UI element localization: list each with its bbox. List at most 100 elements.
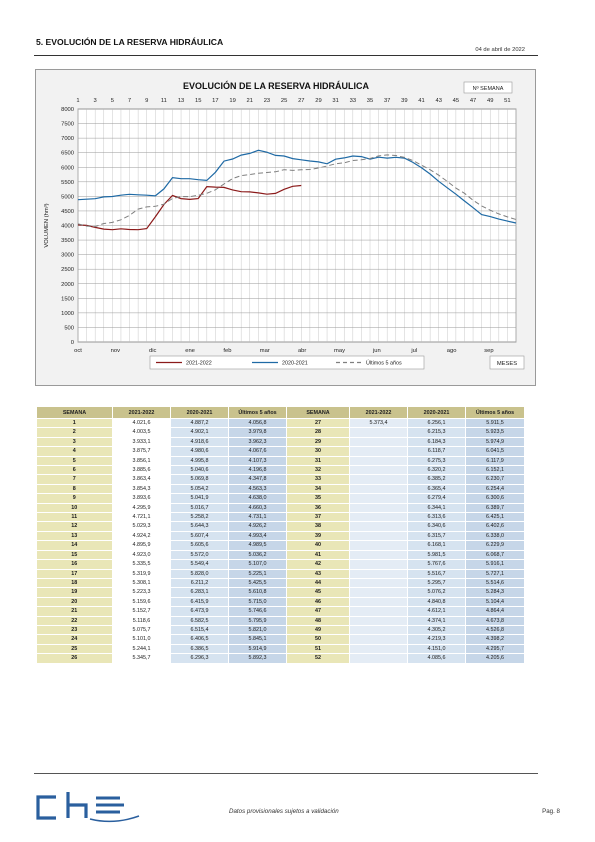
value-cell	[349, 446, 408, 457]
value-cell: 4.563,3	[228, 484, 287, 495]
table-row: 25 5.244,1 6.386,5 5.914,9 51 4.151,0 4.295,7	[36, 644, 525, 655]
value-cell	[349, 474, 408, 485]
week-cell: 16	[36, 559, 113, 570]
footer-note: Datos provisionales sujetos a validación	[229, 808, 339, 815]
value-cell: 5.610,8	[228, 587, 287, 598]
week-cell: 12	[36, 521, 113, 532]
value-cell: 4.612,1	[407, 606, 466, 617]
week-cell: 49	[286, 625, 350, 636]
week-cell: 48	[286, 616, 350, 626]
week-cell: 20	[36, 597, 113, 608]
value-cell: 3.856,1	[112, 456, 171, 467]
y-tick-label: 3000	[61, 253, 74, 259]
value-cell: 4.993,4	[228, 531, 287, 542]
week-cell: 44	[286, 578, 350, 589]
y-tick-label: 7000	[61, 136, 74, 142]
week-cell: 22	[36, 616, 113, 626]
month-tick-label: may	[334, 348, 345, 354]
value-cell	[349, 531, 408, 542]
week-cell: 7	[36, 474, 113, 485]
value-cell: 5.152,7	[112, 606, 171, 617]
value-cell	[349, 493, 408, 504]
value-cell: 4.980,6	[170, 446, 229, 457]
value-cell	[349, 427, 408, 438]
chart-container: 0 500 1000 1500 2000 2500 3000 3500 4000 4500 5000…	[35, 69, 536, 386]
value-cell: 6.041,5	[465, 446, 525, 457]
value-cell: 5.373,4	[349, 418, 408, 429]
value-cell: 5.101,0	[112, 634, 171, 645]
value-cell: 6.338,0	[465, 531, 525, 542]
week-cell: 35	[286, 493, 350, 504]
value-cell: 5.076,2	[407, 587, 466, 598]
week-cell: 18	[36, 578, 113, 589]
value-cell: 4.067,6	[228, 446, 287, 457]
value-cell: 6.300,6	[465, 493, 525, 504]
week-tick-label: 31	[332, 98, 338, 104]
week-cell: 6	[36, 465, 113, 476]
week-tick-label: 47	[470, 98, 476, 104]
table-row: 16 5.335,5 5.549,4 5.107,0 42 5.767,6 5.916,1	[36, 559, 525, 570]
value-cell	[349, 550, 408, 561]
value-cell: 6.313,6	[407, 512, 466, 523]
value-cell: 5.767,6	[407, 559, 466, 570]
legend-ultimos-5-anos-label: Últimos 5 años	[366, 360, 402, 367]
week-cell: 30	[286, 446, 350, 457]
y-tick-label: 1000	[61, 311, 74, 317]
value-cell: 6.315,7	[407, 531, 466, 542]
column-header: 2020-2021	[170, 406, 229, 419]
series-2021-2022-line	[77, 184, 302, 231]
week-cell: 8	[36, 484, 113, 495]
value-cell: 5.308,1	[112, 578, 171, 589]
y-axis-label: VOLUMEN (hm³)	[44, 203, 50, 247]
value-cell: 4.731,1	[228, 512, 287, 523]
chart-title: EVOLUCIÓN DE LA RESERVA HIDRÁULICA	[183, 80, 370, 91]
value-cell: 6.415,9	[170, 597, 229, 608]
table-row: 23 5.075,7 6.515,4 5.821,0 49 4.305,2 4.526,8	[36, 625, 525, 636]
table-row: 26 5.345,7 6.296,3 5.892,3 52 4.085,6 4.205,6	[36, 653, 525, 664]
week-cell: 5	[36, 456, 113, 467]
value-cell: 4.995,8	[170, 456, 229, 467]
value-cell: 4.056,8	[228, 418, 287, 429]
value-cell: 4.840,8	[407, 597, 466, 608]
value-cell: 6.184,3	[407, 437, 466, 448]
value-cell: 6.515,4	[170, 625, 229, 636]
value-cell: 5.284,3	[465, 587, 525, 598]
value-cell: 4.295,9	[112, 503, 171, 514]
week-cell: 52	[286, 653, 350, 664]
value-cell: 5.041,9	[170, 493, 229, 504]
value-cell: 5.974,9	[465, 437, 525, 448]
table-row: 6 3.885,6 5.040,6 4.196,8 32 6.320,2 6.152,1	[36, 465, 525, 476]
value-cell: 6.118,7	[407, 446, 466, 457]
value-cell: 6.320,2	[407, 465, 466, 476]
bottom-rule	[34, 773, 538, 774]
value-cell: 4.721,1	[112, 512, 171, 523]
week-cell: 3	[36, 437, 113, 448]
value-cell: 4.151,0	[407, 644, 466, 655]
value-cell: 5.727,1	[465, 569, 525, 579]
value-cell: 5.605,6	[170, 540, 229, 551]
value-cell: 6.473,9	[170, 606, 229, 617]
value-cell	[349, 653, 408, 664]
table-row: 9 3.893,6 5.041,9 4.638,0 35 6.279,4 6.300,6	[36, 493, 525, 504]
week-tick-label: 43	[435, 98, 441, 104]
value-cell: 4.895,9	[112, 540, 171, 551]
week-cell: 17	[36, 569, 113, 579]
week-tick-label: 13	[178, 98, 184, 104]
value-cell: 4.918,6	[170, 437, 229, 448]
value-cell: 4.085,6	[407, 653, 466, 664]
value-cell: 4.864,4	[465, 606, 525, 617]
value-cell: 6.402,6	[465, 521, 525, 532]
x-axis-label-box	[489, 355, 525, 370]
value-cell: 5.223,3	[112, 587, 171, 598]
column-header: 2020-2021	[407, 406, 466, 419]
week-tick-label: 49	[487, 98, 493, 104]
table-row: 3 3.933,1 4.918,6 3.962,3 29 6.184,3 5.974,9	[36, 437, 525, 448]
month-tick-label: feb	[223, 348, 231, 354]
value-cell: 4.924,2	[112, 531, 171, 542]
value-cell: 6.582,5	[170, 616, 229, 626]
value-cell: 5.914,9	[228, 644, 287, 655]
week-cell: 43	[286, 569, 350, 579]
month-tick-label: jul	[410, 348, 417, 354]
value-cell	[349, 587, 408, 598]
value-cell: 5.335,5	[112, 559, 171, 570]
